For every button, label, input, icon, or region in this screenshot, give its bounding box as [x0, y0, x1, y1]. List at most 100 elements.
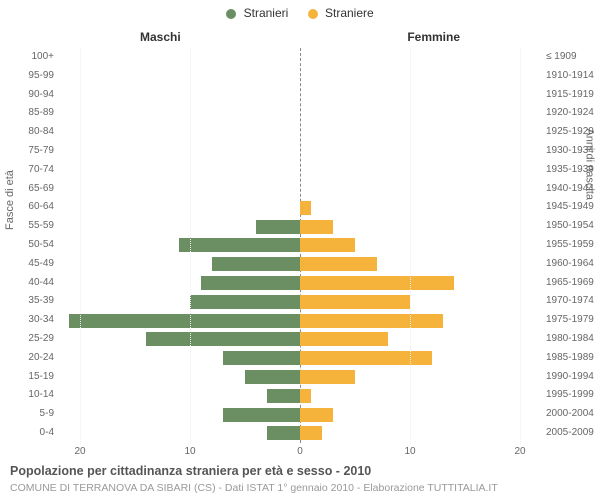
bar-female — [300, 201, 311, 215]
age-label: 20-24 — [14, 349, 54, 368]
gridline — [190, 49, 191, 444]
chart-caption: Popolazione per cittadinanza straniera p… — [10, 464, 371, 478]
pyramid-row: 30-341975-1979 — [58, 311, 542, 330]
age-label: 65-69 — [14, 180, 54, 199]
bar-female — [300, 314, 443, 328]
legend-item-male: Stranieri — [226, 6, 288, 20]
pyramid-row: 95-991910-1914 — [58, 67, 542, 86]
pyramid-row: 10-141995-1999 — [58, 386, 542, 405]
legend-label-male: Stranieri — [244, 6, 289, 20]
birth-year-label: 1960-1964 — [546, 255, 596, 274]
legend-dot-male — [226, 9, 236, 19]
bar-male — [146, 332, 300, 346]
bar-male — [212, 257, 300, 271]
age-label: 60-64 — [14, 198, 54, 217]
birth-year-label: 1910-1914 — [546, 67, 596, 86]
bar-female — [300, 295, 410, 309]
pyramid-row: 50-541955-1959 — [58, 236, 542, 255]
x-tick-label: 20 — [514, 446, 525, 457]
birth-year-label: 1945-1949 — [546, 198, 596, 217]
age-label: 15-19 — [14, 368, 54, 387]
pyramid-row: 40-441965-1969 — [58, 274, 542, 293]
age-label: 45-49 — [14, 255, 54, 274]
bar-female — [300, 238, 355, 252]
bar-female — [300, 389, 311, 403]
birth-year-label: 1925-1929 — [546, 123, 596, 142]
birth-year-label: 1920-1924 — [546, 104, 596, 123]
age-label: 40-44 — [14, 274, 54, 293]
population-pyramid: Stranieri Straniere Maschi Femmine Fasce… — [0, 0, 600, 500]
pyramid-row: 65-691940-1944 — [58, 180, 542, 199]
birth-year-label: 1970-1974 — [546, 292, 596, 311]
pyramid-row: 60-641945-1949 — [58, 198, 542, 217]
birth-year-label: 1915-1919 — [546, 86, 596, 105]
pyramid-row: 100+≤ 1909 — [58, 48, 542, 67]
birth-year-label: 2000-2004 — [546, 405, 596, 424]
bar-male — [245, 370, 300, 384]
bar-female — [300, 257, 377, 271]
bar-male — [267, 389, 300, 403]
age-label: 0-4 — [14, 424, 54, 443]
birth-year-label: 1950-1954 — [546, 217, 596, 236]
x-axis: 201001020 — [58, 444, 542, 445]
age-label: 95-99 — [14, 67, 54, 86]
pyramid-row: 55-591950-1954 — [58, 217, 542, 236]
age-label: 25-29 — [14, 330, 54, 349]
gridline — [410, 49, 411, 444]
birth-year-label: ≤ 1909 — [546, 48, 596, 67]
bar-female — [300, 332, 388, 346]
bar-male — [201, 276, 300, 290]
pyramid-row: 80-841925-1929 — [58, 123, 542, 142]
birth-year-label: 1935-1939 — [546, 161, 596, 180]
bar-male — [256, 220, 300, 234]
age-label: 35-39 — [14, 292, 54, 311]
birth-year-label: 1985-1989 — [546, 349, 596, 368]
column-header-female: Femmine — [407, 30, 460, 44]
age-label: 30-34 — [14, 311, 54, 330]
bar-male — [267, 426, 300, 440]
age-label: 80-84 — [14, 123, 54, 142]
chart-source: COMUNE DI TERRANOVA DA SIBARI (CS) - Dat… — [10, 482, 498, 494]
birth-year-label: 1930-1934 — [546, 142, 596, 161]
pyramid-row: 25-291980-1984 — [58, 330, 542, 349]
birth-year-label: 1975-1979 — [546, 311, 596, 330]
age-label: 5-9 — [14, 405, 54, 424]
pyramid-row: 35-391970-1974 — [58, 292, 542, 311]
pyramid-row: 20-241985-1989 — [58, 349, 542, 368]
x-tick-label: 10 — [184, 446, 195, 457]
birth-year-label: 1995-1999 — [546, 386, 596, 405]
age-label: 75-79 — [14, 142, 54, 161]
pyramid-row: 70-741935-1939 — [58, 161, 542, 180]
birth-year-label: 1990-1994 — [546, 368, 596, 387]
bar-male — [190, 295, 300, 309]
age-label: 55-59 — [14, 217, 54, 236]
x-tick-label: 0 — [297, 446, 303, 457]
legend-label-female: Straniere — [325, 6, 374, 20]
bar-male — [223, 351, 300, 365]
pyramid-row: 15-191990-1994 — [58, 368, 542, 387]
birth-year-label: 1940-1944 — [546, 180, 596, 199]
bar-male — [179, 238, 300, 252]
x-tick-label: 10 — [404, 446, 415, 457]
pyramid-row: 85-891920-1924 — [58, 104, 542, 123]
age-label: 90-94 — [14, 86, 54, 105]
age-label: 100+ — [14, 48, 54, 67]
birth-year-label: 1980-1984 — [546, 330, 596, 349]
pyramid-row: 45-491960-1964 — [58, 255, 542, 274]
bar-female — [300, 351, 432, 365]
birth-year-label: 1965-1969 — [546, 274, 596, 293]
bar-male — [223, 408, 300, 422]
pyramid-row: 5-92000-2004 — [58, 405, 542, 424]
bar-male — [69, 314, 300, 328]
bar-female — [300, 276, 454, 290]
bar-female — [300, 370, 355, 384]
age-label: 10-14 — [14, 386, 54, 405]
bar-female — [300, 426, 322, 440]
pyramid-row: 0-42005-2009 — [58, 424, 542, 443]
age-label: 50-54 — [14, 236, 54, 255]
legend-item-female: Straniere — [308, 6, 374, 20]
birth-year-label: 1955-1959 — [546, 236, 596, 255]
bar-female — [300, 220, 333, 234]
age-label: 70-74 — [14, 161, 54, 180]
column-header-male: Maschi — [140, 30, 181, 44]
